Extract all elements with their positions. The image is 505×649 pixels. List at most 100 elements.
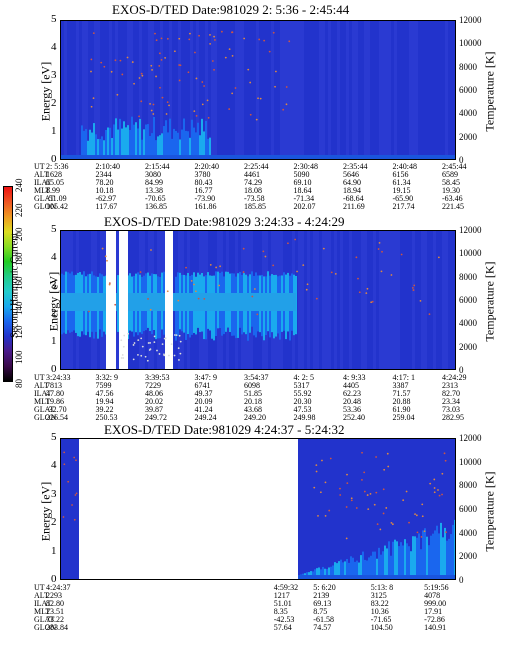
band-column xyxy=(314,569,316,575)
info-cell: 19.15 xyxy=(392,186,411,195)
bg-column xyxy=(280,21,283,159)
info-cell: 4405 xyxy=(343,381,359,390)
temperature-point xyxy=(138,115,140,118)
band-column xyxy=(91,132,93,157)
info-cell: 3780 xyxy=(194,170,211,179)
temperature-point xyxy=(187,71,190,74)
info-cell: 18.94 xyxy=(343,186,361,195)
info-cell: 4461 xyxy=(244,170,260,179)
info-row-label: MLT xyxy=(34,607,51,616)
band-column xyxy=(326,569,328,575)
bg-column xyxy=(358,21,361,159)
band-column xyxy=(205,120,207,157)
temperature-point xyxy=(376,523,379,526)
y2-tick-label: 10000 xyxy=(459,38,482,49)
y-tick-label: 0 xyxy=(51,573,57,585)
info-cell: 74.57 xyxy=(313,623,332,632)
bg-column xyxy=(361,21,364,159)
info-row-label: ALT xyxy=(34,591,49,600)
bg-column xyxy=(319,231,322,369)
bg-column xyxy=(91,21,94,159)
band-column xyxy=(454,519,455,575)
info-row-label: UT xyxy=(34,583,45,592)
temperature-point xyxy=(166,290,169,293)
y-tick-label: 1 xyxy=(51,544,57,557)
bg-column xyxy=(184,21,187,159)
temperature-point xyxy=(282,108,285,111)
temperature-point xyxy=(141,74,144,77)
y2-tick-label: 6000 xyxy=(459,85,477,95)
temperature-point xyxy=(152,103,155,106)
temperature-point xyxy=(249,113,252,116)
band-column xyxy=(400,542,402,575)
temperature-point xyxy=(100,61,103,64)
info-cell: 3:24:33 xyxy=(46,373,71,382)
info-cell: 18.08 xyxy=(244,186,262,195)
band-column xyxy=(356,560,358,575)
temperature-point xyxy=(213,35,216,38)
info-cell: 117.67 xyxy=(95,202,118,211)
temperature-point xyxy=(411,286,414,289)
temperature-point xyxy=(198,34,200,37)
band-column xyxy=(308,572,310,575)
band-column xyxy=(396,541,398,575)
temperature-point xyxy=(189,32,191,35)
temperature-point xyxy=(173,334,176,336)
temperature-point xyxy=(116,93,119,96)
temperature-point xyxy=(370,301,373,304)
info-cell: 73.03 xyxy=(442,405,460,414)
band-core xyxy=(61,293,296,311)
info-cell: 4:17: 1 xyxy=(392,373,415,382)
info-cell: 226.54 xyxy=(46,413,68,422)
temperature-point xyxy=(264,255,267,258)
bg-column xyxy=(349,21,352,159)
temperature-point xyxy=(158,353,161,355)
temperature-point xyxy=(219,265,222,268)
temperature-point xyxy=(441,472,444,475)
temperature-point xyxy=(153,341,156,344)
info-cell: 57.64 xyxy=(273,623,292,632)
band-column xyxy=(342,562,344,575)
spectrogram-1-svg xyxy=(61,21,455,159)
temperature-point xyxy=(357,277,359,280)
temperature-point xyxy=(106,259,108,262)
bg-column xyxy=(316,231,319,369)
band-column xyxy=(408,546,410,575)
temperature-point xyxy=(164,56,167,59)
y-axis-label: Energy [eV] xyxy=(38,481,53,542)
temperature-point xyxy=(317,514,319,517)
band-column xyxy=(352,557,354,575)
bg-column xyxy=(328,231,331,369)
floor-band xyxy=(61,155,455,159)
temperature-point xyxy=(387,465,390,468)
info-cell: 2:35:44 xyxy=(343,162,368,171)
band-column xyxy=(380,554,382,575)
band-column xyxy=(412,536,414,575)
colorbar-tick-label: 240 xyxy=(14,178,24,193)
info-cell: -68.64 xyxy=(343,194,364,203)
band-column xyxy=(133,124,135,157)
temperature-point xyxy=(313,486,316,489)
band-column xyxy=(386,548,388,575)
info-cell: 4:24:29 xyxy=(442,373,467,382)
bg-column xyxy=(121,21,124,159)
info-cell: 20.48 xyxy=(343,397,361,406)
temperature-point xyxy=(75,492,78,495)
info-cell: 7813 xyxy=(46,381,62,390)
temperature-point xyxy=(402,499,405,502)
bg-column xyxy=(226,21,229,159)
band-column xyxy=(135,122,137,157)
temperature-point xyxy=(247,68,250,71)
info-cell: 82.70 xyxy=(442,389,460,398)
bg-column xyxy=(301,231,304,369)
band-column xyxy=(175,130,177,157)
band-column xyxy=(171,138,173,157)
temperature-point xyxy=(319,491,322,494)
y2-tick-label: 4000 xyxy=(459,318,477,329)
y2-tick-label: 6000 xyxy=(459,504,477,514)
bg-column xyxy=(448,21,451,159)
bg-column xyxy=(427,21,430,159)
info-row-label: ALT xyxy=(34,381,49,390)
bg-column xyxy=(325,231,328,369)
temperature-point xyxy=(268,50,271,53)
